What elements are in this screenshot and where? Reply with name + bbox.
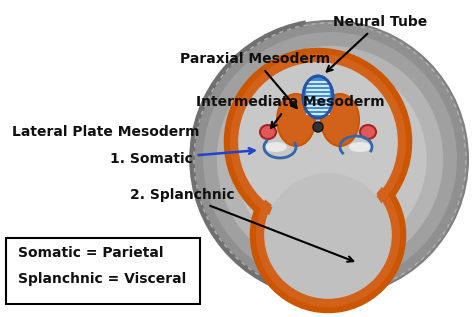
Circle shape <box>282 111 378 207</box>
Circle shape <box>256 163 400 307</box>
Text: Lateral Plate Mesoderm: Lateral Plate Mesoderm <box>12 125 200 139</box>
Circle shape <box>233 62 427 256</box>
Text: Neural Tube: Neural Tube <box>327 15 427 72</box>
Text: Intermediate Mesoderm: Intermediate Mesoderm <box>196 95 384 128</box>
Ellipse shape <box>321 94 359 146</box>
Text: Splanchnic = Visceral: Splanchnic = Visceral <box>18 272 186 286</box>
Ellipse shape <box>360 125 376 139</box>
Circle shape <box>203 32 457 286</box>
Circle shape <box>266 173 390 297</box>
Text: 2. Splanchnic: 2. Splanchnic <box>130 188 353 262</box>
Circle shape <box>230 54 406 230</box>
Circle shape <box>234 58 402 226</box>
Circle shape <box>240 64 396 220</box>
Circle shape <box>313 122 323 132</box>
Text: Somatic = Parietal: Somatic = Parietal <box>18 246 164 260</box>
Ellipse shape <box>277 94 315 146</box>
Circle shape <box>192 21 468 297</box>
Circle shape <box>254 83 406 235</box>
FancyBboxPatch shape <box>6 238 200 304</box>
Ellipse shape <box>349 142 371 152</box>
Text: 1. Somatic: 1. Somatic <box>110 148 255 166</box>
Ellipse shape <box>260 125 276 139</box>
Circle shape <box>217 46 443 272</box>
Circle shape <box>260 167 396 303</box>
Ellipse shape <box>265 142 287 152</box>
Ellipse shape <box>303 76 333 118</box>
Text: Paraxial Mesoderm: Paraxial Mesoderm <box>180 52 330 108</box>
